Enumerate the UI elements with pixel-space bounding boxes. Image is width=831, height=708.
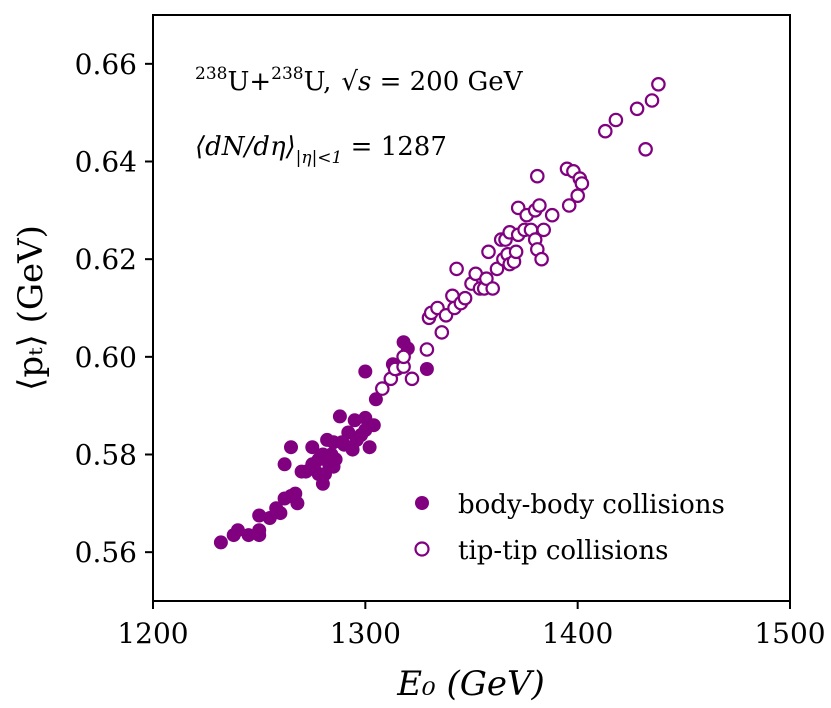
annotation-mass-number-1: 238 (195, 64, 227, 84)
ticks-layer: 1200 1300 1400 1500 0.56 0.58 0.60 0.62 0.64 0.66 (75, 48, 826, 650)
y-tick-label-2: 0.60 (75, 341, 137, 374)
tip-tip-point-5 (404, 371, 420, 387)
body-body-point-42 (358, 364, 373, 379)
x-tick-label-2: 1400 (542, 617, 613, 650)
tip-tip-point-16 (457, 290, 473, 306)
body-body-point-50 (419, 362, 434, 376)
tip-tip-point-22 (481, 244, 496, 260)
annotation-eta-range: |η|<1 (296, 148, 343, 168)
tip-tip-point-51 (574, 176, 590, 191)
tip-tip-point-41 (529, 168, 545, 184)
body-body-point-3 (241, 528, 256, 543)
tip-tip-point-43 (534, 251, 549, 267)
legend-marker-body-body (415, 496, 429, 510)
body-body-point-19 (305, 440, 320, 455)
annotation-dndeta: ⟨dN/dη⟩ (195, 132, 296, 162)
body-body-point-11 (277, 457, 292, 472)
body-body-point-0 (213, 535, 228, 550)
tip-tip-point-23 (485, 281, 500, 296)
body-body-point-15 (290, 496, 305, 511)
tip-tip-point-57 (651, 77, 666, 92)
annotation-multiplicity: ⟨dN/dη⟩|η|<1 = 1287 (195, 132, 447, 168)
x-tick-label-1: 1300 (330, 617, 401, 650)
plot-frame (152, 14, 791, 602)
body-body-point-45 (368, 392, 383, 407)
annotation-multiplicity-value: = 1287 (342, 132, 446, 162)
body-body-point-43 (362, 440, 377, 455)
legend-label-tip-tip: tip-tip collisions (458, 536, 668, 566)
x-tick-label-0: 1200 (117, 617, 188, 650)
legend-label-body-body: body-body collisions (458, 490, 725, 520)
tip-tip-point-32 (508, 244, 524, 260)
body-body-point-32 (332, 409, 347, 424)
body-body-point-44 (366, 418, 381, 433)
tip-tip-point-49 (570, 188, 585, 203)
body-body-point-2 (230, 523, 245, 538)
body-body-point-6 (252, 508, 267, 523)
body-body-point-31 (328, 452, 343, 467)
tip-tip-point-6 (419, 342, 435, 357)
annotation-energy: = 200 GeV (371, 67, 523, 97)
points-layer (213, 77, 666, 550)
tip-tip-point-0 (374, 381, 390, 396)
body-body-point-37 (347, 413, 362, 428)
tip-tip-point-4 (396, 349, 411, 365)
tip-tip-point-55 (638, 142, 653, 157)
y-tick-label-5: 0.66 (75, 48, 137, 81)
tip-tip-point-56 (644, 93, 660, 108)
y-axis-title: ⟨pₜ⟩ (GeV) (11, 225, 51, 391)
y-tick-label-1: 0.58 (75, 439, 137, 472)
tip-tip-point-52 (597, 123, 613, 139)
annotation-sqrt-s: √s (341, 67, 371, 97)
tip-tip-point-45 (544, 207, 560, 223)
body-body-point-5 (252, 523, 267, 538)
x-axis-title: E₀ (GeV) (396, 664, 545, 704)
y-tick-label-3: 0.62 (75, 243, 137, 276)
body-body-point-9 (273, 506, 288, 521)
annotation-nucleus-1: U+ (227, 67, 271, 97)
tip-tip-point-14 (449, 261, 464, 277)
tip-tip-point-53 (608, 112, 624, 128)
tip-tip-point-54 (629, 101, 645, 117)
body-body-point-13 (284, 440, 298, 455)
tip-tip-point-44 (536, 222, 551, 238)
annotation-mass-number-2: 238 (271, 64, 303, 84)
legend: body-body collisions tip-tip collisions (414, 490, 725, 566)
tip-tip-point-42 (532, 198, 547, 213)
tip-tip-point-47 (561, 198, 577, 213)
tip-tip-point-10 (434, 325, 450, 340)
x-tick-label-3: 1500 (754, 617, 825, 650)
annotation-collision-system: 238U+238U, √s = 200 GeV (195, 64, 524, 97)
y-tick-label-0: 0.56 (75, 536, 137, 569)
annotation-nucleus-2: U, (304, 67, 332, 97)
y-tick-label-4: 0.64 (75, 146, 137, 179)
legend-marker-tip-tip (414, 541, 430, 557)
